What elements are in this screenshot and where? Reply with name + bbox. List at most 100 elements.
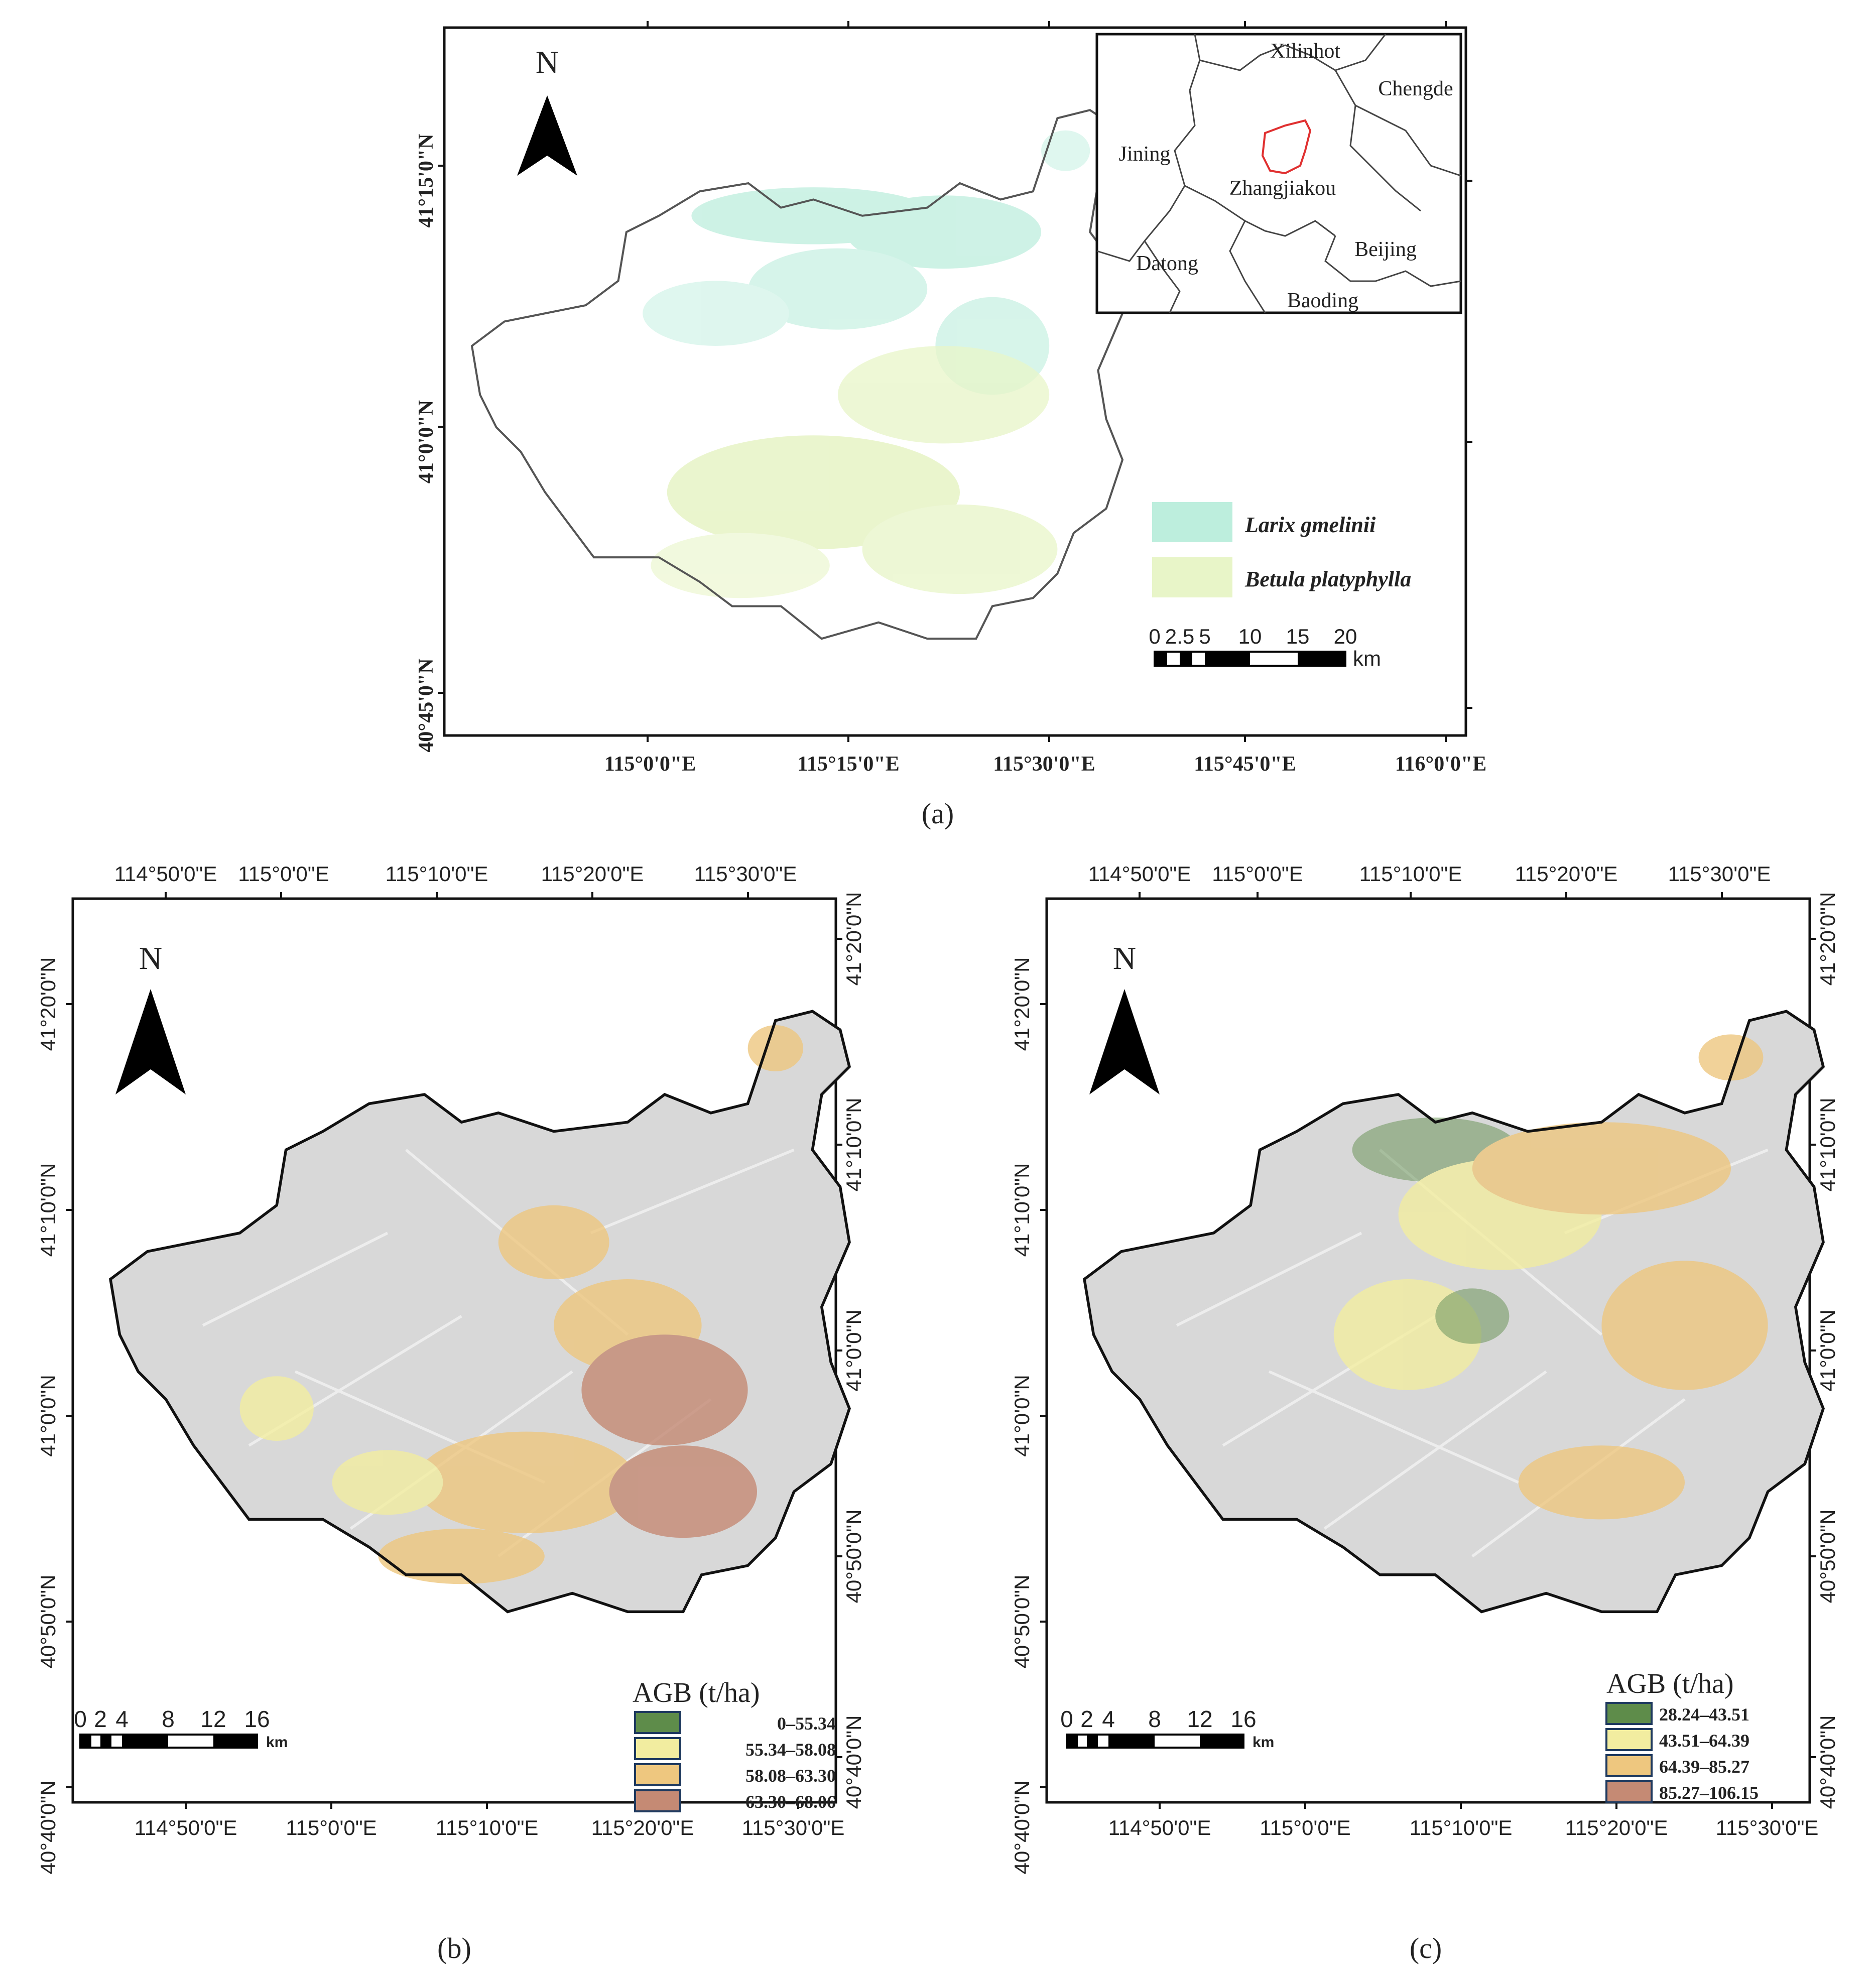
legend-b-label-4: 63.30–68.06 <box>745 1792 836 1812</box>
panel-c-map <box>1084 1011 1823 1612</box>
panel-a: N <box>415 21 1486 830</box>
c-bottom-lon-5: 115°30'0"E <box>1716 1816 1819 1839</box>
b-left-lat-5: 40°40'0"N <box>36 1781 60 1875</box>
legend-b-label-3: 58.08–63.30 <box>745 1766 836 1786</box>
c-right-lat-2: 41°10'0"N <box>1816 1098 1839 1192</box>
panel-c-north-label: N <box>1113 940 1136 976</box>
b-top-lon-3: 115°10'0"E <box>386 862 488 886</box>
a-lon-label-4: 115°45'0"E <box>1194 753 1296 776</box>
b-left-lat-3: 41°0'0"N <box>36 1375 60 1457</box>
panel-c-caption: (c) <box>1410 1932 1442 1964</box>
scale-a-tick-0: 0 <box>1149 625 1160 648</box>
scale-b-tick-0: 0 <box>74 1706 87 1732</box>
place-baoding: Baoding <box>1287 289 1358 312</box>
scale-c-tick-3: 8 <box>1148 1706 1161 1732</box>
c-left-lat-5: 40°40'0"N <box>1010 1781 1034 1875</box>
c-bottom-lon-2: 115°0'0"E <box>1260 1816 1350 1839</box>
legend-b-label-1: 0–55.34 <box>777 1713 836 1734</box>
legend-b-label-2: 55.34–58.08 <box>745 1740 836 1760</box>
place-beijing: Beijing <box>1354 238 1417 261</box>
panel-b: N AGB (t/ha) 0–55.34 <box>36 862 865 1964</box>
panel-a-caption: (a) <box>922 797 954 830</box>
scale-c-unit: km <box>1253 1734 1274 1751</box>
panel-a-scale-bar: 0 2.5 5 10 15 20 km <box>1149 625 1381 670</box>
b-top-lon-5: 115°30'0"E <box>694 862 797 886</box>
legend-b-swatch-3 <box>634 1763 681 1786</box>
b-bottom-lon-5: 115°30'0"E <box>742 1816 845 1839</box>
north-arrow-icon <box>517 95 577 176</box>
north-arrow-icon <box>115 989 186 1094</box>
legend-b-swatch-1 <box>634 1711 681 1734</box>
a-lon-label-1: 115°0'0"E <box>604 753 696 776</box>
panel-c-ticks <box>1040 892 1816 1809</box>
place-xilinhot: Xilinhot <box>1270 40 1340 63</box>
a-lat-label-2: 41°0'0"N <box>415 400 438 483</box>
panel-a-betula-patches <box>651 346 1058 598</box>
legend-c-label-1: 28.24–43.51 <box>1659 1704 1749 1725</box>
legend-b-swatch-2 <box>634 1737 681 1760</box>
place-jining: Jining <box>1119 143 1171 166</box>
panel-b-agb-patches <box>239 1025 803 1584</box>
legend-label-betula: Betula platyphylla <box>1244 567 1411 591</box>
place-datong: Datong <box>1136 252 1198 275</box>
panel-a-north-label: N <box>536 44 559 80</box>
scale-b-tick-2: 4 <box>115 1706 129 1732</box>
scale-c-tick-5: 16 <box>1230 1706 1256 1732</box>
scale-c-tick-0: 0 <box>1060 1706 1073 1732</box>
panel-a-ticks <box>438 21 1472 742</box>
panel-b-north-label: N <box>139 940 162 976</box>
b-left-lat-2: 41°10'0"N <box>36 1163 60 1257</box>
legend-c-swatch-4 <box>1605 1780 1653 1803</box>
c-left-lat-2: 41°10'0"N <box>1010 1163 1034 1257</box>
c-right-lat-5: 40°40'0"N <box>1816 1715 1839 1809</box>
b-bottom-lon-2: 115°0'0"E <box>286 1816 377 1839</box>
panel-b-scale-bar: 0 2 4 8 12 16 km <box>74 1706 288 1751</box>
c-top-lon-3: 115°10'0"E <box>1359 862 1462 886</box>
legend-label-larix: Larix gmelinii <box>1244 513 1376 537</box>
b-top-lon-4: 115°20'0"E <box>541 862 644 886</box>
place-zhangjiakou: Zhangjiakou <box>1229 177 1336 200</box>
panel-b-caption: (b) <box>437 1932 471 1964</box>
scale-a-tick-1: 2.5 <box>1165 625 1194 648</box>
scale-a-unit: km <box>1353 647 1381 670</box>
panel-a-legend: Larix gmelinii Betula platyphylla <box>1152 502 1411 597</box>
inset-frame <box>1095 33 1462 314</box>
north-arrow-icon <box>1089 989 1160 1094</box>
panel-b-legend-title: AGB (t/ha) <box>633 1677 760 1708</box>
c-right-lat-4: 40°50'0"N <box>1816 1510 1839 1604</box>
c-left-lat-3: 41°0'0"N <box>1010 1375 1034 1457</box>
b-top-lon-2: 115°0'0"E <box>238 862 329 886</box>
scale-a-tick-5: 20 <box>1334 625 1357 648</box>
scale-b-tick-4: 12 <box>200 1706 226 1732</box>
a-lon-label-2: 115°15'0"E <box>797 753 899 776</box>
b-left-lat-1: 41°20'0"N <box>36 957 60 1051</box>
c-right-lat-1: 41°20'0"N <box>1816 892 1839 986</box>
c-top-lon-1: 114°50'0"E <box>1088 862 1191 886</box>
legend-c-swatch-3 <box>1605 1754 1653 1777</box>
b-bottom-lon-1: 114°50'0"E <box>135 1816 237 1839</box>
panel-c-scale-bar: 0 2 4 8 12 16 km <box>1060 1706 1274 1751</box>
a-lat-label-1: 41°15'0"N <box>415 134 438 227</box>
panel-c-agb-patches <box>1333 1034 1768 1520</box>
legend-b-swatch-4 <box>634 1789 681 1812</box>
scale-a-tick-2: 5 <box>1199 625 1210 648</box>
b-right-lat-3: 41°0'0"N <box>842 1309 865 1392</box>
legend-swatch-larix <box>1152 502 1232 542</box>
panel-c-legend-title: AGB (t/ha) <box>1606 1668 1734 1699</box>
panel-c: N AGB (t/ha) 28.24–43.51 <box>1010 862 1839 1964</box>
scale-b-unit: km <box>266 1734 288 1751</box>
b-left-lat-4: 40°50'0"N <box>36 1575 60 1669</box>
place-chengde: Chengde <box>1378 77 1453 100</box>
b-bottom-lon-3: 115°10'0"E <box>436 1816 539 1839</box>
a-lon-label-5: 116°0'0"E <box>1395 753 1486 776</box>
scale-c-tick-1: 2 <box>1080 1706 1093 1732</box>
scale-b-tick-1: 2 <box>94 1706 107 1732</box>
scale-c-tick-2: 4 <box>1102 1706 1115 1732</box>
b-top-lon-1: 114°50'0"E <box>114 862 217 886</box>
legend-c-label-2: 43.51–64.39 <box>1659 1731 1749 1751</box>
b-right-lat-1: 41°20'0"N <box>842 892 865 986</box>
legend-c-label-3: 64.39–85.27 <box>1659 1757 1749 1777</box>
study-area-outline <box>1261 119 1312 175</box>
c-top-lon-2: 115°0'0"E <box>1212 862 1303 886</box>
